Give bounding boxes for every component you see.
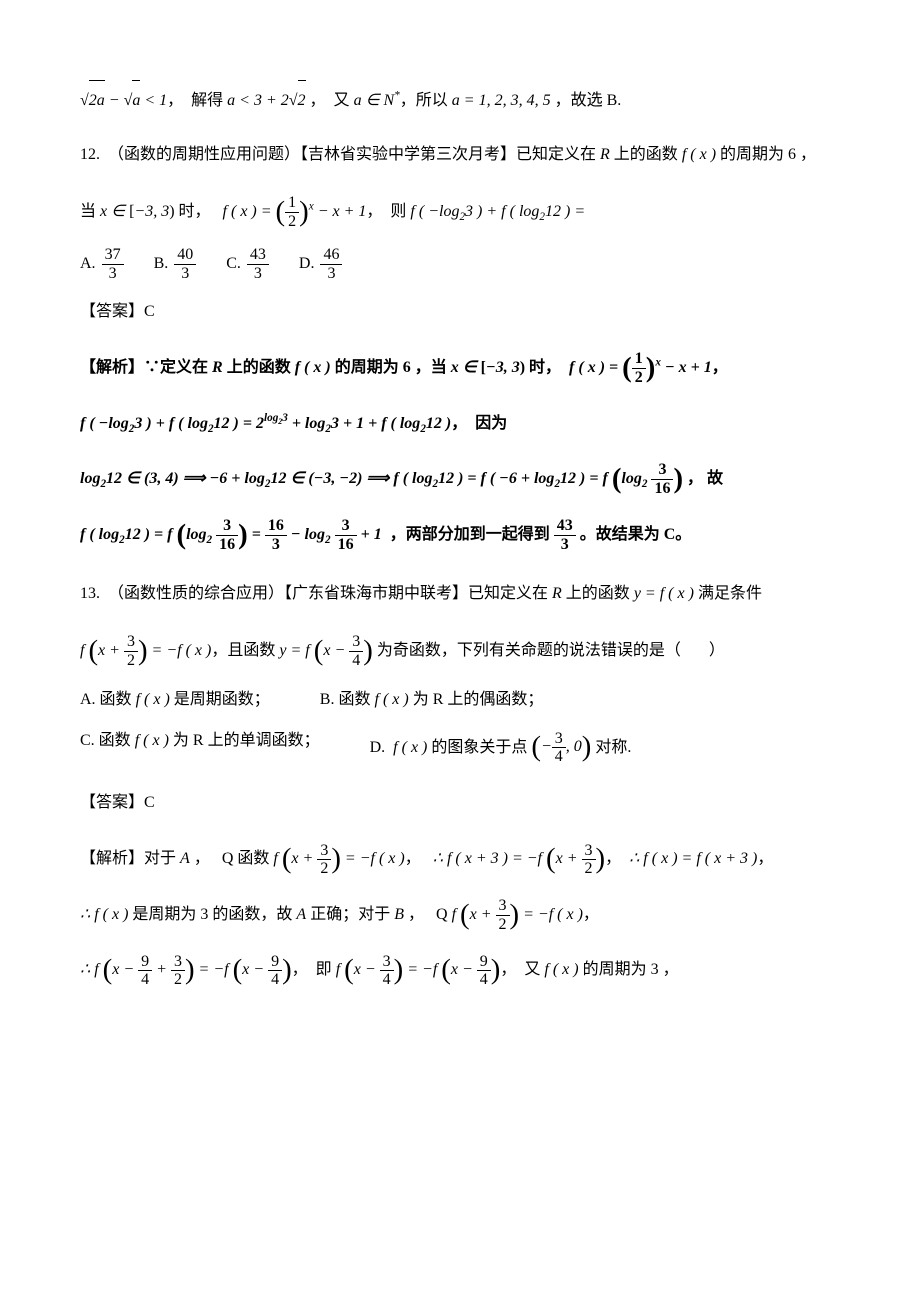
q13-eq1: f (x + 32) = −f ( x )，且函数 y = f (x − 34)…: [80, 630, 850, 672]
q13-options-row2: C. 函数 f ( x ) 为 R 上的单调函数； D. f ( x ) 的图象…: [80, 730, 850, 766]
q12-answer: 【答案】C: [80, 293, 850, 331]
q13-number: 13.: [80, 585, 100, 602]
q13-answer: 【答案】C: [80, 784, 850, 822]
q12-option-d: D. 463: [299, 246, 343, 282]
q12-solution-1: 【解析】∵定义在 R 上的函数 f ( x ) 的周期为 6 ，当 x ∈ [−…: [80, 347, 850, 389]
q12-solution-3: log212 ∈ (3, 4) ⟹ −6 + log212 ∈ (−3, −2)…: [80, 458, 850, 500]
q12-option-c: C. 433: [226, 246, 269, 282]
q12-solution-2: f ( −log23 ) + f ( log212 ) = 2log23 + l…: [80, 403, 850, 445]
q13-solution-a1: 【解析】对于 A ， Q 函数 f (x + 32) = −f ( x )， ∴…: [80, 838, 850, 880]
q12-options: A. 373 B. 403 C. 433 D. 463: [80, 246, 850, 282]
q13-option-a: A. 函数 f ( x ) 是周期函数；: [80, 689, 270, 711]
q12-solution-4: f ( log212 ) = f (log2 316) = 163 − log2…: [80, 514, 850, 556]
q13-solution-a2: ∴ f ( x ) 是周期为 3 的函数，故 A 正确；对于 B ， Q f (…: [80, 894, 850, 936]
q12-option-b: B. 403: [154, 246, 197, 282]
q13-solution-b: ∴ f (x − 94 + 32) = −f (x − 94)， 即 f (x …: [80, 949, 850, 991]
q13-option-d: D. f ( x ) 的图象关于点 (−34, 0) 对称.: [370, 730, 632, 766]
q12-tag: （函数的周期性应用问题）【吉林省实验中学第三次月考】已知定义在 R 上的函数 f…: [108, 146, 816, 163]
q12-option-a: A. 373: [80, 246, 124, 282]
q13-options-row1: A. 函数 f ( x ) 是周期函数； B. 函数 f ( x ) 为 R 上…: [80, 689, 850, 711]
q12-number: 12.: [80, 146, 100, 163]
q13-option-b: B. 函数 f ( x ) 为 R 上的偶函数；: [320, 689, 544, 711]
q12-body: 当 x ∈ [−3, 3) 时， f ( x ) = (12)x − x + 1…: [80, 191, 850, 233]
carryover-line: √2a − √a < 1， 解得 a < 3 + 2√2 ， 又 a ∈ N*，…: [80, 80, 850, 120]
q13-stem: 13. （函数性质的综合应用）【广东省珠海市期中联考】已知定义在 R 上的函数 …: [80, 575, 850, 613]
q13-option-c: C. 函数 f ( x ) 为 R 上的单调函数；: [80, 730, 320, 766]
q12-stem: 12. （函数的周期性应用问题）【吉林省实验中学第三次月考】已知定义在 R 上的…: [80, 136, 850, 174]
